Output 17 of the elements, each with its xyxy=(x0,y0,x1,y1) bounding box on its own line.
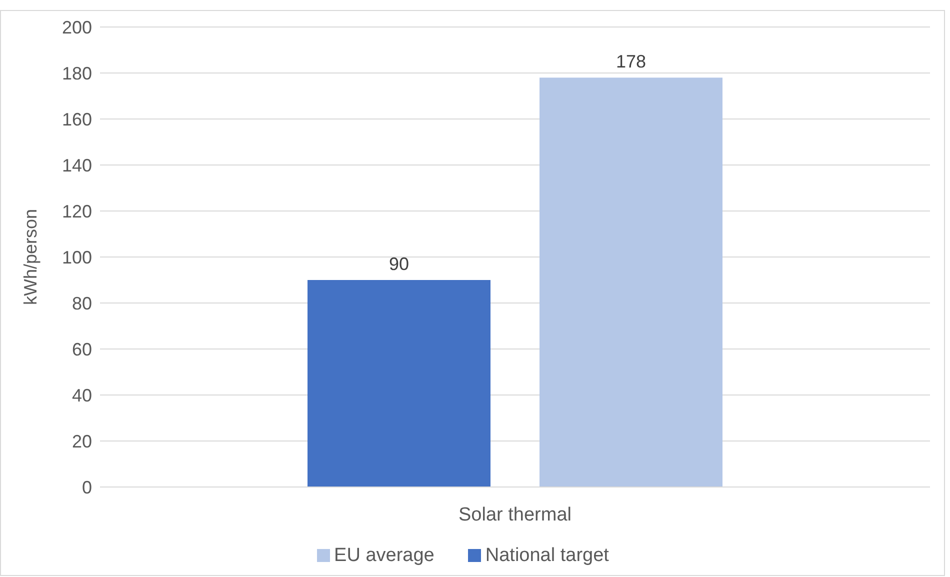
x-tick-label: Solar thermal xyxy=(458,504,572,526)
legend-label: National target xyxy=(485,545,609,566)
data-label: 178 xyxy=(616,52,646,72)
y-axis-title: kWh/person xyxy=(20,208,40,306)
legend-label: EU average xyxy=(334,545,434,566)
y-tick-label: 140 xyxy=(62,155,92,176)
y-tick-label: 40 xyxy=(72,385,92,406)
y-tick-label: 0 xyxy=(82,477,92,498)
y-tick-label: 180 xyxy=(62,63,92,84)
y-tick-label: 160 xyxy=(62,109,92,130)
y-tick-label: 80 xyxy=(72,293,92,314)
data-label: 90 xyxy=(388,254,410,274)
y-tick-label: 20 xyxy=(72,431,92,452)
y-tick-label: 120 xyxy=(62,201,92,222)
y-tick-label: 100 xyxy=(62,247,92,268)
y-tick-label: 200 xyxy=(62,17,92,38)
y-tick-label: 60 xyxy=(72,339,92,360)
